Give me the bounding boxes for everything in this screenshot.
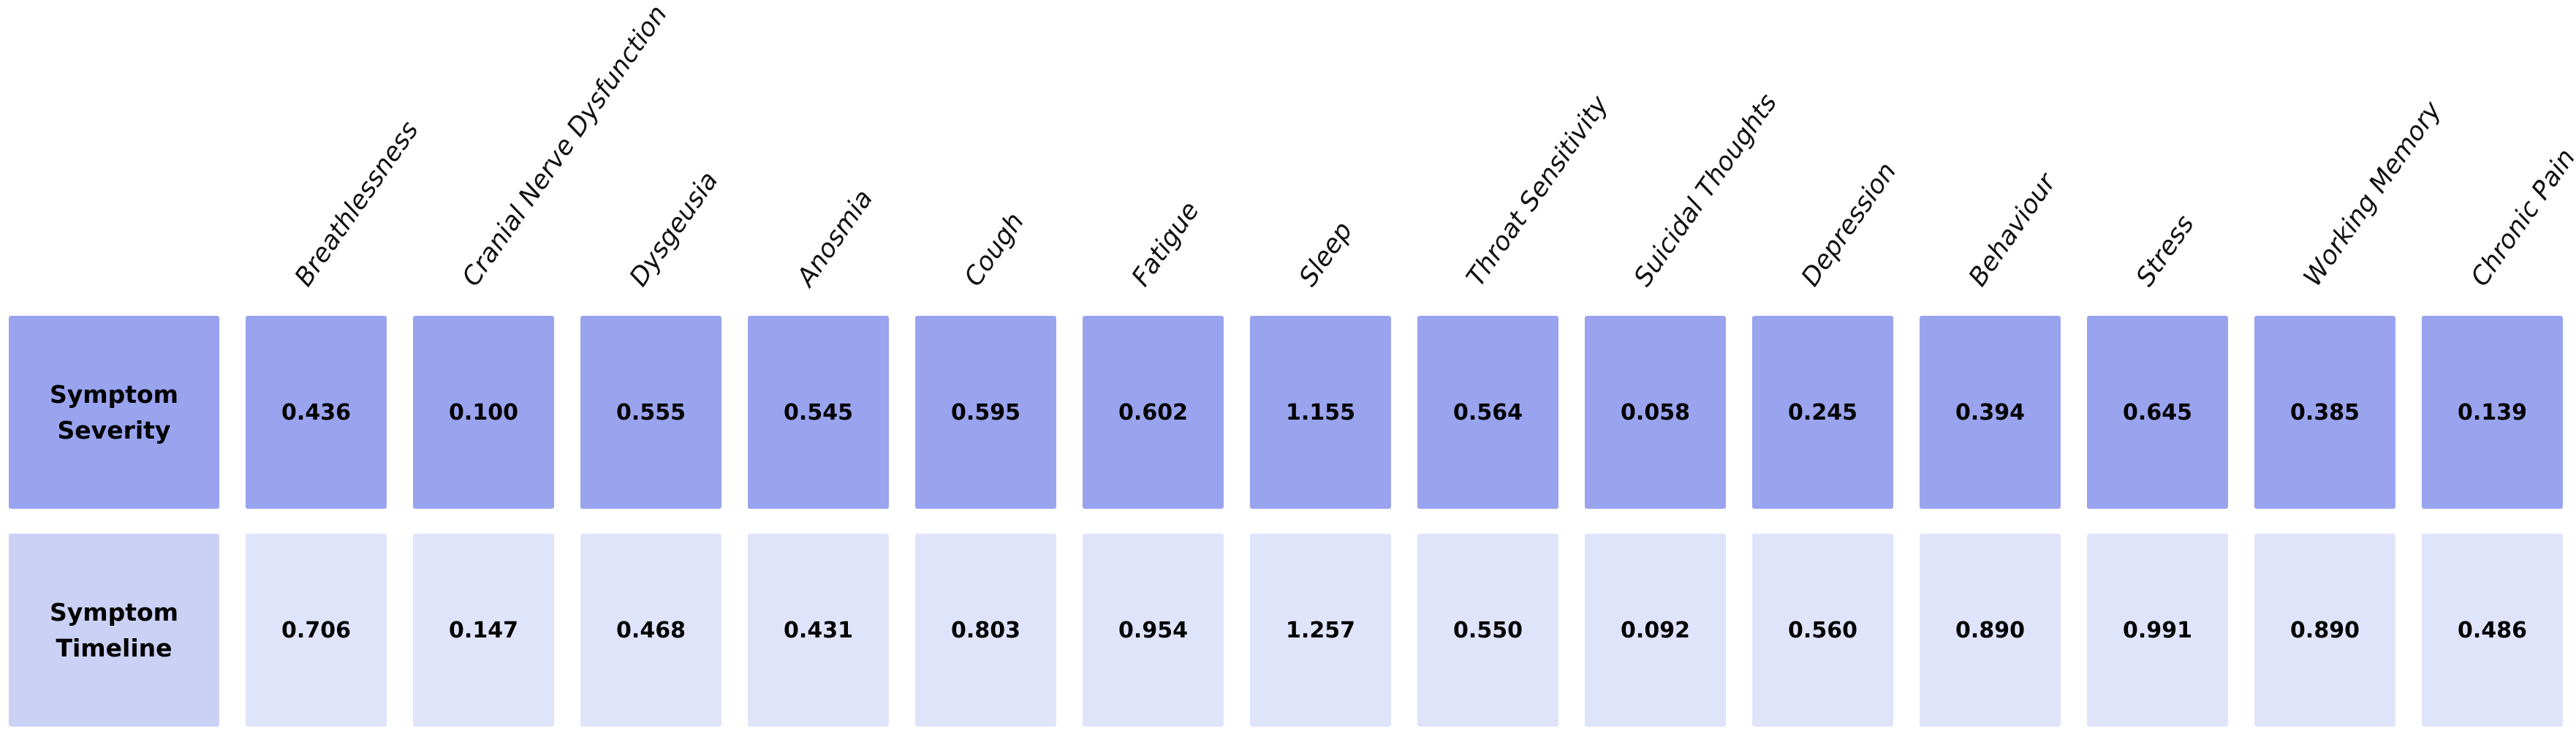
corner-spacer	[9, 0, 219, 291]
heatmap-cell: 0.595	[915, 316, 1056, 509]
column-header: Behaviour	[1920, 0, 2062, 292]
column-label: Chronic Pain	[2465, 143, 2576, 292]
heatmap-cell: 0.431	[748, 534, 889, 727]
heatmap-cell: 0.555	[580, 316, 721, 509]
column-header: Suicidal Thoughts	[1585, 0, 1782, 292]
column-header: Depression	[1752, 0, 1901, 292]
column-header: Breathlessness	[246, 0, 424, 292]
heatmap-cell: 0.436	[246, 316, 387, 509]
heatmap-cell: 0.803	[915, 534, 1056, 727]
column-header: Cough	[915, 0, 1056, 292]
row-label: Symptom Timeline	[9, 534, 219, 727]
heatmap-cell: 0.058	[1585, 316, 1726, 509]
heatmap-cell: 0.092	[1585, 534, 1726, 727]
column-label: Cough	[958, 208, 1030, 292]
column-header: Stress	[2087, 0, 2228, 292]
heatmap-cell: 0.550	[1417, 534, 1558, 727]
column-header: Working Memory	[2254, 0, 2447, 292]
heatmap-cell: 0.706	[246, 534, 387, 727]
column-label: Stress	[2130, 210, 2200, 292]
heatmap-cell: 0.385	[2254, 316, 2395, 509]
column-label: Anosmia	[791, 184, 879, 292]
heatmap-cell: 0.545	[748, 316, 889, 509]
heatmap-cell: 0.100	[413, 316, 554, 509]
column-label: Breathlessness	[289, 116, 425, 292]
heatmap-cell: 0.245	[1752, 316, 1893, 509]
column-header: Anosmia	[748, 0, 889, 292]
column-header: Fatigue	[1083, 0, 1224, 292]
column-header: Chronic Pain	[2422, 0, 2576, 292]
heatmap-cell: 0.560	[1752, 534, 1893, 727]
heatmap-cell: 0.890	[2254, 534, 2395, 727]
heatmap-cell: 0.394	[1920, 316, 2061, 509]
heatmap-cell: 0.486	[2422, 534, 2563, 727]
heatmap-cell: 0.991	[2087, 534, 2228, 727]
heatmap-cell: 0.645	[2087, 316, 2228, 509]
column-header: Dysgeusia	[580, 0, 724, 292]
column-header: Cranial Nerve Dysfunction	[413, 0, 673, 292]
heatmap-cell: 0.890	[1920, 534, 2061, 727]
column-label: Dysgeusia	[624, 166, 724, 292]
heatmap-grid: Breathlessness Cranial Nerve Dysfunction D…	[9, 0, 2576, 727]
heatmap-cell: 1.257	[1250, 534, 1391, 727]
column-label: Sleep	[1293, 216, 1358, 292]
column-header: Sleep	[1250, 0, 1391, 292]
heatmap-cell: 0.139	[2422, 316, 2563, 509]
heatmap-cell: 0.564	[1417, 316, 1558, 509]
column-label: Depression	[1795, 157, 1902, 292]
heatmap-cell: 0.602	[1083, 316, 1224, 509]
column-header: Throat Sensitivity	[1417, 0, 1613, 292]
heatmap-cell: 0.147	[413, 534, 554, 727]
heatmap-cell: 0.468	[580, 534, 721, 727]
heatmap-cell: 0.954	[1083, 534, 1224, 727]
column-label: Behaviour	[1963, 168, 2062, 292]
column-label: Fatigue	[1126, 196, 1205, 292]
heatmap-cell: 1.155	[1250, 316, 1391, 509]
row-label: Symptom Severity	[9, 316, 219, 509]
